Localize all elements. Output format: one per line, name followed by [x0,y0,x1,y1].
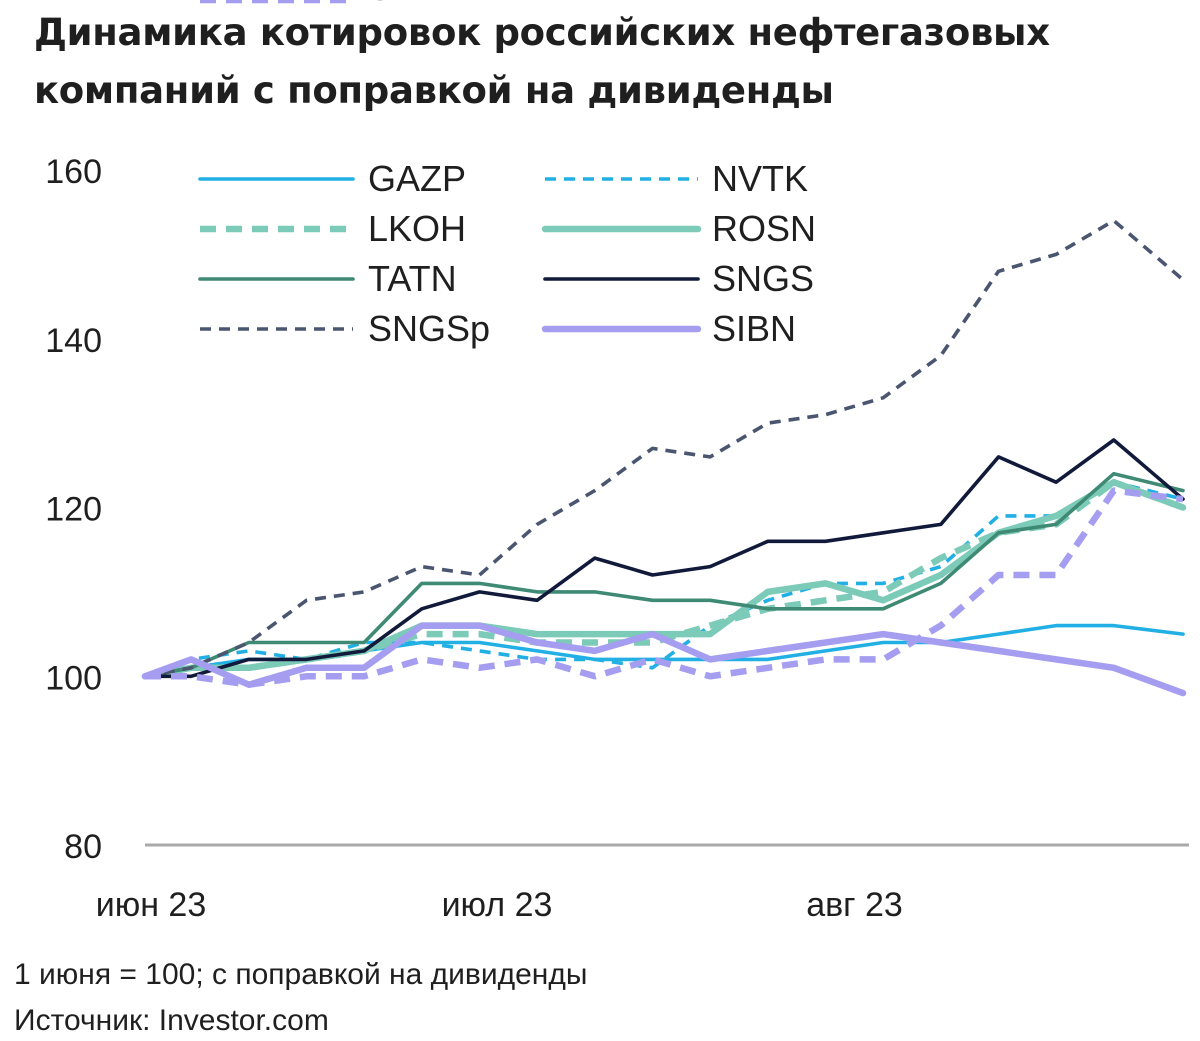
series-line-sibn-dashed [145,487,1184,688]
series-line-sngs [143,438,1185,679]
x-tick-label: июл 23 [442,886,553,924]
series-line-sngsp-dashed [144,218,1185,679]
source-note: Источник: Investor.com [14,1004,329,1037]
legend-label: ROSN [712,208,816,249]
y-tick-label: 100 [45,659,102,697]
legend-label: NVTK [712,158,808,199]
legend-label: GAZP [368,158,466,199]
y-tick-label: 160 [45,153,102,191]
x-tick-label: авг 23 [806,886,903,924]
series-line-rosn [141,478,1187,680]
y-tick-label: 120 [45,491,102,529]
series-line-nvtk-dashed [144,480,1184,678]
legend-label: TATN [368,258,457,299]
series-line-lkoh-dashed [144,478,1185,680]
x-tick-label: июн 23 [96,886,207,924]
y-tick-label: 140 [45,322,102,360]
legend-label: LKOH [368,208,466,249]
legend-label: SIBN [368,0,452,8]
series-line-tatn [143,471,1185,679]
chart-title: Динамика котировок российских нефтегазов… [34,11,1050,112]
chart-note: 1 июня = 100; с поправкой на дивиденды [14,958,588,991]
legend-label: SIBN [712,308,796,349]
y-tick-label: 80 [64,828,102,866]
legend-label: SNGS [712,258,814,299]
series-line-sibn [141,622,1187,697]
legend-label: SNGSp [368,308,490,349]
